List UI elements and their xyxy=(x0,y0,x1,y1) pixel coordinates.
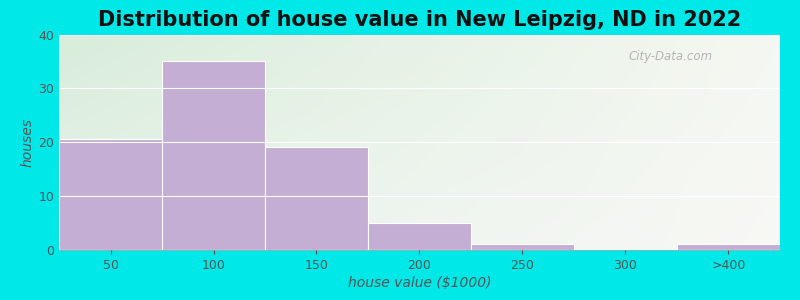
Title: Distribution of house value in New Leipzig, ND in 2022: Distribution of house value in New Leipz… xyxy=(98,10,741,30)
Bar xyxy=(368,223,471,250)
Bar xyxy=(162,61,265,250)
Bar xyxy=(59,140,162,250)
Bar xyxy=(265,147,368,250)
Text: City-Data.com: City-Data.com xyxy=(629,50,713,63)
Bar xyxy=(471,244,574,250)
Y-axis label: houses: houses xyxy=(20,118,34,167)
X-axis label: house value ($1000): house value ($1000) xyxy=(348,276,491,290)
Bar xyxy=(677,244,780,250)
